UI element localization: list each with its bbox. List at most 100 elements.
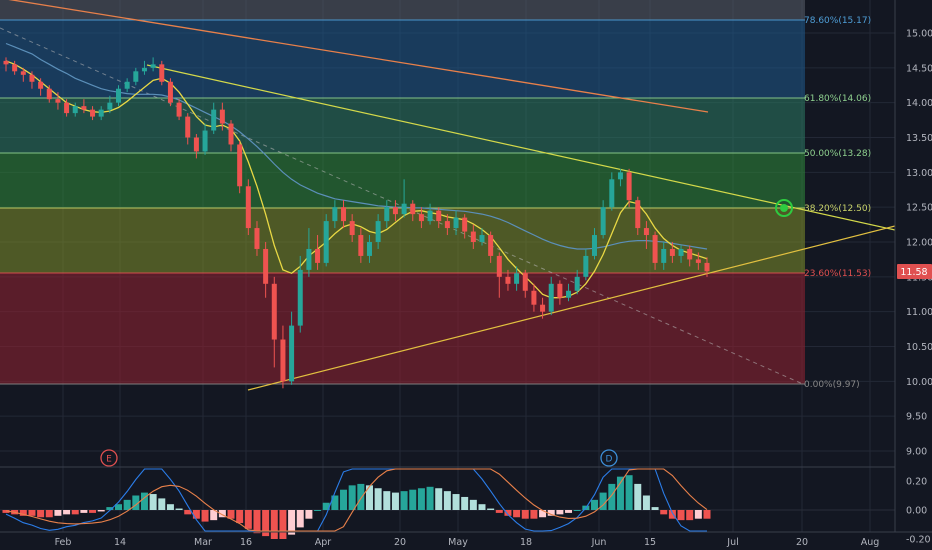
macd-bar <box>19 510 27 516</box>
macd-bar <box>210 510 218 521</box>
macd-bar <box>279 510 287 539</box>
candle <box>46 85 52 103</box>
macd-bar <box>660 510 668 515</box>
current-price-label: 11.58 <box>900 267 927 278</box>
macd-bar <box>478 504 486 510</box>
macd-bar <box>357 483 365 510</box>
candle <box>315 235 321 270</box>
candle <box>38 78 44 96</box>
candle <box>107 95 113 114</box>
macd-bar <box>409 489 417 510</box>
time-tick-label: Apr <box>315 537 332 548</box>
fib-zone <box>0 273 805 384</box>
candle <box>254 221 260 256</box>
candle <box>72 102 78 117</box>
macd-line <box>5 468 707 532</box>
ma-short-line <box>5 60 708 299</box>
candle <box>55 92 61 110</box>
moving-averages <box>5 42 708 299</box>
macd-bar <box>158 498 166 510</box>
macd-bar <box>530 510 538 519</box>
macd-bar <box>400 491 408 510</box>
candle <box>12 60 18 75</box>
fib-zone <box>0 0 805 20</box>
candle <box>557 280 563 305</box>
macd-bar <box>262 510 270 537</box>
candle <box>150 57 156 72</box>
candle <box>462 214 468 239</box>
price-tick-label: 9.00 <box>906 447 927 458</box>
event-label: D <box>606 455 613 465</box>
macd-bar <box>314 510 322 511</box>
price-tick-label: 12.00 <box>906 238 932 249</box>
macd-bar <box>616 476 624 510</box>
macd-bar <box>322 502 330 510</box>
candle <box>522 269 528 298</box>
macd-bar <box>599 492 607 510</box>
macd-bar <box>521 510 529 519</box>
candle <box>687 245 693 267</box>
candle <box>583 248 589 281</box>
fibonacci-labels: 78.60%(15.17) 61.80%(14.06) 50.00%(13.28) 3… <box>804 16 871 390</box>
candle <box>271 276 277 368</box>
candle <box>548 276 554 316</box>
event-marker[interactable]: D <box>600 449 618 467</box>
macd-bar <box>487 508 495 510</box>
macd-bar <box>374 488 382 510</box>
candle <box>133 67 139 86</box>
macd-bar <box>296 510 304 528</box>
macd-bar <box>365 485 373 510</box>
candle <box>591 228 597 260</box>
target-marker[interactable] <box>775 199 793 217</box>
candle <box>505 269 511 291</box>
candle <box>185 113 191 145</box>
price-tick-label: 12.50 <box>906 203 932 214</box>
macd-bar <box>461 496 469 510</box>
candle <box>488 231 494 263</box>
price-tick-label: 10.50 <box>906 342 932 353</box>
macd-bar <box>132 495 140 510</box>
candle <box>540 297 546 319</box>
candle <box>652 231 658 270</box>
long-resistance-line <box>8 0 709 113</box>
fib-zone <box>0 153 805 208</box>
candle <box>661 242 667 270</box>
macd-bar <box>625 475 633 510</box>
macd-bar <box>565 510 573 513</box>
macd-bar <box>37 510 45 518</box>
macd-bar <box>634 483 642 510</box>
candle <box>358 228 364 263</box>
candle <box>635 196 641 236</box>
macd-bar <box>288 510 296 535</box>
macd-bar <box>54 510 62 516</box>
macd-bar <box>244 510 252 529</box>
candle <box>626 168 632 208</box>
candle <box>90 106 96 121</box>
time-tick-label: 20 <box>394 537 406 548</box>
candles <box>3 57 710 389</box>
event-marker[interactable]: E <box>100 449 118 467</box>
candle <box>427 203 433 225</box>
macd-bar <box>590 499 598 510</box>
macd-bar <box>443 491 451 510</box>
candle <box>176 99 182 121</box>
macd-bar <box>391 492 399 510</box>
candle <box>643 221 649 249</box>
fib-level-label: 23.60%(11.53) <box>804 269 871 279</box>
candle <box>20 67 26 82</box>
macd-pane <box>0 468 895 539</box>
candle <box>263 242 269 298</box>
macd-bar <box>140 492 148 510</box>
candle <box>141 60 147 75</box>
candle <box>609 172 615 211</box>
fibonacci-zones <box>0 0 805 385</box>
macd-bar <box>80 510 88 513</box>
macd-bar <box>513 510 521 518</box>
candle <box>219 102 225 131</box>
macd-bar <box>305 510 313 519</box>
candle <box>678 245 684 263</box>
macd-bar <box>166 504 174 510</box>
candle <box>695 252 701 270</box>
